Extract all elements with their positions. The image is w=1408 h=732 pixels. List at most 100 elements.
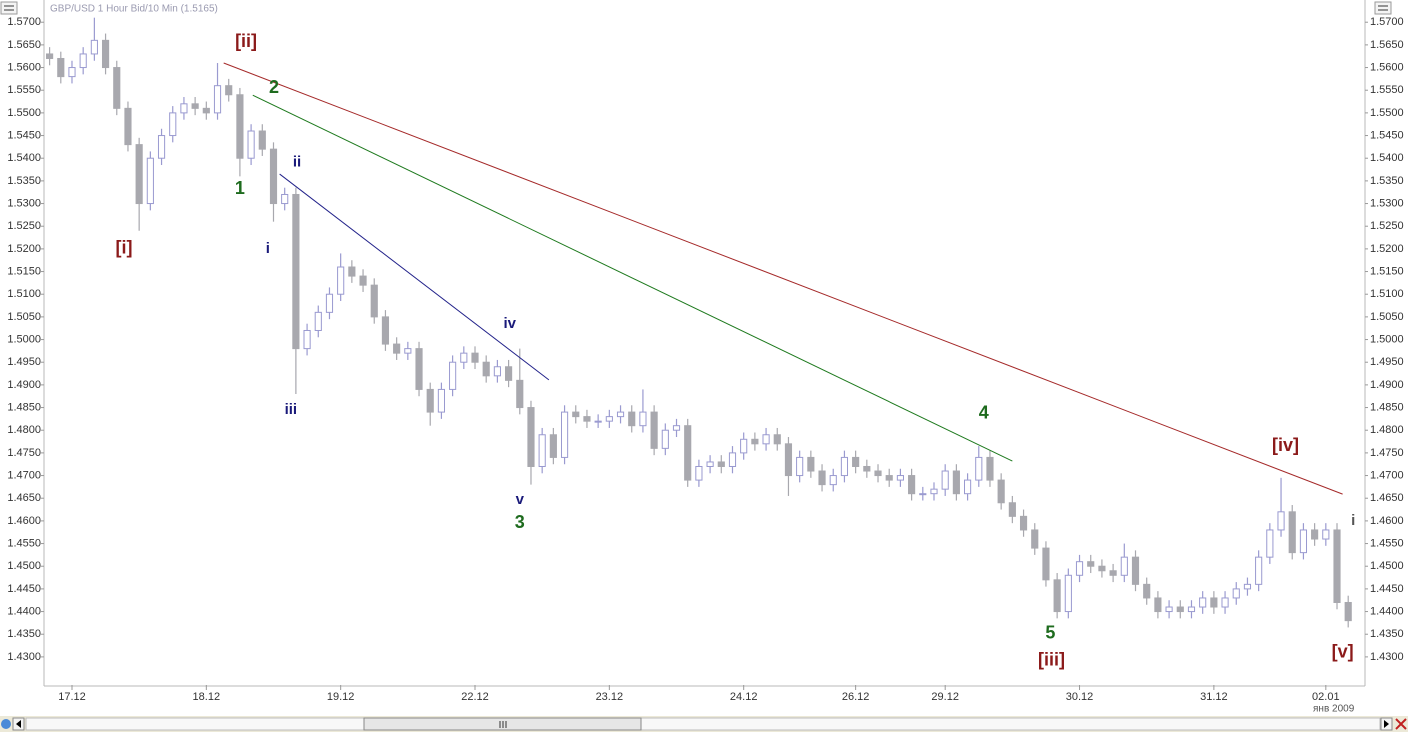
candle-body (560, 411, 569, 458)
y-tick-label: 1.4500 (7, 560, 41, 572)
thumb-grip (499, 721, 507, 728)
x-tick-label: 24.12 (730, 691, 758, 703)
y-tick-label-right: 1.5050 (1370, 311, 1404, 323)
y-tick-label: 1.5200 (7, 243, 41, 255)
candle-body (169, 112, 177, 137)
icon-frame[interactable] (0, 1, 18, 15)
y-tick-label: 1.4950 (7, 356, 41, 368)
candle-body (952, 470, 960, 495)
candle-body (314, 311, 322, 331)
candle-body (840, 456, 849, 477)
y-tick-label: 1.5700 (7, 16, 41, 28)
candle-body (1210, 597, 1218, 608)
candle-body (258, 130, 266, 150)
candle-body (740, 438, 748, 454)
y-tick-label-right: 1.4900 (1370, 379, 1404, 391)
candle-body (269, 148, 278, 205)
y-tick-label: 1.4450 (7, 583, 41, 595)
top-left-icon[interactable] (0, 1, 18, 15)
candle-body (975, 456, 983, 481)
candle-body (773, 434, 781, 445)
candle-body (191, 103, 199, 109)
candle-body (1333, 529, 1341, 603)
y-tick-label-right: 1.5350 (1370, 175, 1404, 187)
y-tick-label-right: 1.4650 (1370, 492, 1404, 504)
wave-label: ii (293, 153, 301, 170)
candle-body (381, 316, 390, 345)
plot-area (46, 17, 1352, 628)
wave-label: [i] (116, 238, 133, 258)
candle-body (1266, 529, 1274, 558)
y-tick-label: 1.5300 (7, 197, 41, 209)
wave-label: [iv] (1272, 435, 1299, 455)
chart-header: GBP/USD 1 Hour Bid/10 Min (1.5165) (50, 4, 218, 15)
candle-body (1042, 547, 1050, 581)
y-tick-label-right: 1.5700 (1370, 16, 1404, 28)
candle-body (1087, 561, 1095, 567)
candle-body (1064, 574, 1072, 613)
x-tick-label: 23.12 (596, 691, 624, 703)
candle-body (124, 107, 132, 146)
icon-glyph (1378, 5, 1388, 11)
candle-body (628, 411, 636, 427)
candle-body (135, 144, 143, 205)
candle-body (157, 135, 166, 159)
y-tick-label-right: 1.5150 (1370, 265, 1404, 277)
scrollbar[interactable] (0, 716, 1408, 732)
candle-body (146, 157, 154, 205)
candle-body (852, 456, 860, 467)
candle-body (46, 53, 54, 59)
x-tick-label: 26.12 (842, 691, 870, 703)
y-tick-label: 1.4700 (7, 469, 41, 481)
scroll-track[interactable] (25, 717, 1381, 731)
candle-body (213, 85, 222, 114)
y-tick-label-right: 1.4350 (1370, 628, 1404, 640)
candle-body (661, 429, 669, 449)
y-tick-label-right: 1.5300 (1370, 197, 1404, 209)
y-tick-label: 1.5500 (7, 107, 41, 119)
wave-label: 2 (269, 77, 279, 97)
x-tick-label: 30.12 (1066, 691, 1094, 703)
top-right-icon[interactable] (1374, 1, 1392, 15)
candle-body (68, 67, 76, 78)
candle-body (236, 94, 244, 159)
y-tick-label: 1.4650 (7, 492, 41, 504)
candle-body (1176, 606, 1184, 613)
y-tick-label: 1.4350 (7, 628, 41, 640)
candle-body (505, 366, 513, 381)
candle-body (449, 361, 457, 390)
candle-body (359, 275, 367, 286)
icon-frame[interactable] (1374, 1, 1392, 15)
candle-body (393, 343, 401, 354)
close-icon[interactable] (1395, 718, 1407, 730)
y-tick-label: 1.4800 (7, 424, 41, 436)
candle-body (818, 470, 826, 486)
y-tick-label: 1.5550 (7, 84, 41, 96)
trendline (279, 173, 550, 381)
candle-body (874, 470, 882, 477)
y-tick-label: 1.5050 (7, 311, 41, 323)
wave-label: 4 (979, 403, 989, 423)
candle-body (1199, 597, 1207, 608)
y-tick-label: 1.4900 (7, 379, 41, 391)
wave-label: [v] (1332, 642, 1354, 662)
candle-body (1031, 529, 1039, 549)
wave-label: iv (503, 315, 516, 332)
y-tick-label-right: 1.4600 (1370, 515, 1404, 527)
candle-body (964, 479, 972, 495)
candle-body (247, 130, 255, 159)
candle-body (471, 352, 479, 363)
candle-body (79, 53, 87, 69)
x-tick-label: 17.12 (58, 691, 86, 703)
candle-body (706, 461, 714, 467)
candle-body (616, 411, 625, 418)
y-tick-label-right: 1.5250 (1370, 220, 1404, 232)
candle-body (57, 57, 65, 78)
candle-body (90, 39, 98, 55)
candle-body (896, 475, 904, 481)
scroll-home[interactable] (1, 719, 11, 729)
x-tick-label: 22.12 (461, 691, 489, 703)
candle-body (527, 407, 535, 467)
